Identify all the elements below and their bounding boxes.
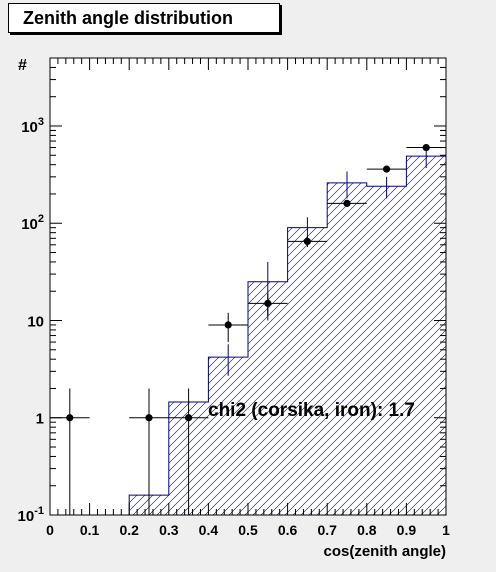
- simulation-bin: [406, 156, 446, 515]
- x-tick-label: 0.5: [238, 522, 258, 538]
- x-tick-label: 0.8: [357, 522, 377, 538]
- data-points: [50, 143, 446, 515]
- x-axis-label: cos(zenith angle): [323, 543, 446, 560]
- x-tick-label: 0.1: [80, 522, 100, 538]
- y-axis-label: #: [18, 57, 27, 74]
- data-point: [66, 414, 74, 422]
- x-tick-label: 1: [442, 522, 450, 538]
- simulation-histogram: [128, 155, 446, 515]
- x-tick-label: 0.6: [278, 522, 298, 538]
- y-tick-label: 10: [27, 313, 44, 330]
- y-tick-label: 1: [36, 411, 44, 428]
- data-point: [145, 414, 153, 422]
- chi2-annotation: chi2 (corsika, iron): 1.7: [208, 400, 415, 421]
- data-point: [303, 237, 311, 246]
- axes: 0 0.1 0.2 0.3 0.4 0.5 0.6 0.7 0.8 0.9 1 10-1 1 10 102 1…: [18, 57, 450, 538]
- data-point: [224, 321, 232, 329]
- data-point: [185, 414, 193, 422]
- data-point: [383, 165, 391, 173]
- simulation-bin: [208, 357, 248, 515]
- data-point: [422, 143, 430, 152]
- y-tick-label: 102: [21, 213, 44, 233]
- data-point: [343, 199, 351, 207]
- y-tick-label: 10-1: [18, 505, 44, 525]
- simulation-bin: [327, 182, 367, 515]
- simulation-bin: [287, 227, 328, 515]
- x-tick-label: 0.4: [199, 522, 219, 538]
- x-tick-label: 0.2: [119, 522, 139, 538]
- x-tick-label: 0.7: [317, 522, 337, 538]
- x-tick-label: 0.3: [159, 522, 179, 538]
- x-tick-label: 0.9: [397, 522, 417, 538]
- data-point: [264, 299, 272, 307]
- simulation-bin: [366, 186, 407, 515]
- y-tick-label: 103: [21, 116, 44, 136]
- chart-title: Zenith angle distribution: [8, 3, 280, 33]
- x-tick-label: 0: [46, 522, 54, 538]
- simulation-bin: [248, 281, 288, 515]
- plot-border: [49, 57, 447, 516]
